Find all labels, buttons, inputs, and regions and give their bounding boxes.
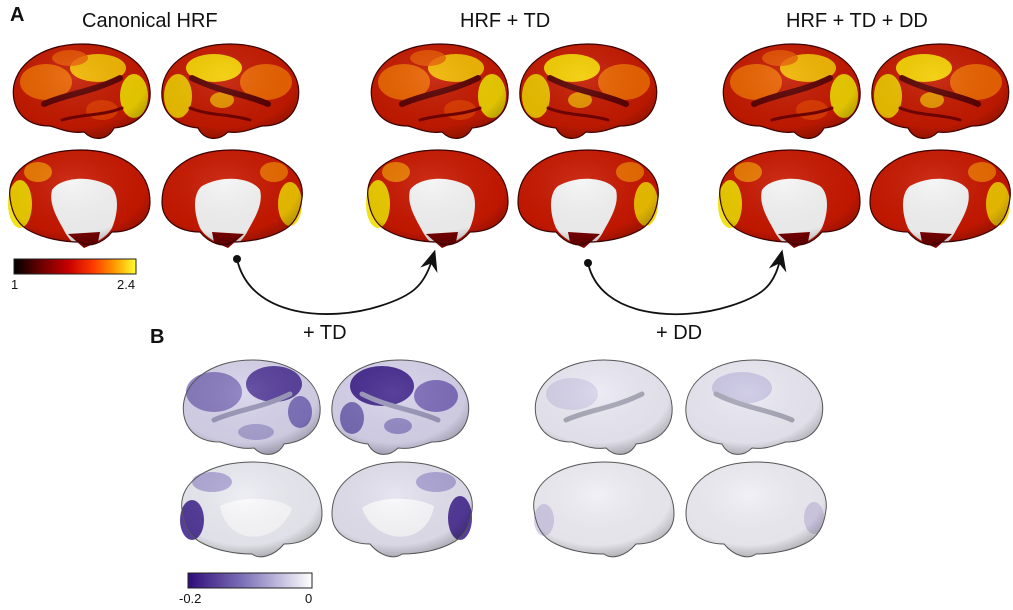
curved-arrow-icon (584, 249, 787, 315)
panel-a-hrf-td-dd (718, 44, 1010, 248)
title-hrf-td: HRF + TD (460, 10, 551, 32)
colorbar-b-max-label: 0 (305, 591, 313, 606)
colorbar-a-max-label: 2.4 (117, 277, 136, 292)
title-canonical-hrf: Canonical HRF (82, 10, 218, 32)
panel-b-plus-dd (534, 360, 827, 557)
curved-arrow-icon (233, 249, 438, 315)
colorbar-a (13, 258, 137, 275)
title-plus-dd: + DD (656, 322, 703, 344)
colorbar-b-min-label: -0.2 (179, 591, 202, 606)
panel-a-letter: A (10, 4, 25, 26)
title-hrf-td-dd: HRF + TD + DD (786, 10, 928, 32)
colorbar-b (187, 572, 313, 589)
panel-b-plus-td (180, 360, 472, 557)
panel-b-letter: B (150, 326, 165, 348)
panel-a-canonical-hrf (8, 44, 302, 248)
colorbar-a-min-label: 1 (11, 277, 19, 292)
panel-a-hrf-td (366, 44, 658, 248)
title-plus-td: + TD (303, 322, 347, 344)
